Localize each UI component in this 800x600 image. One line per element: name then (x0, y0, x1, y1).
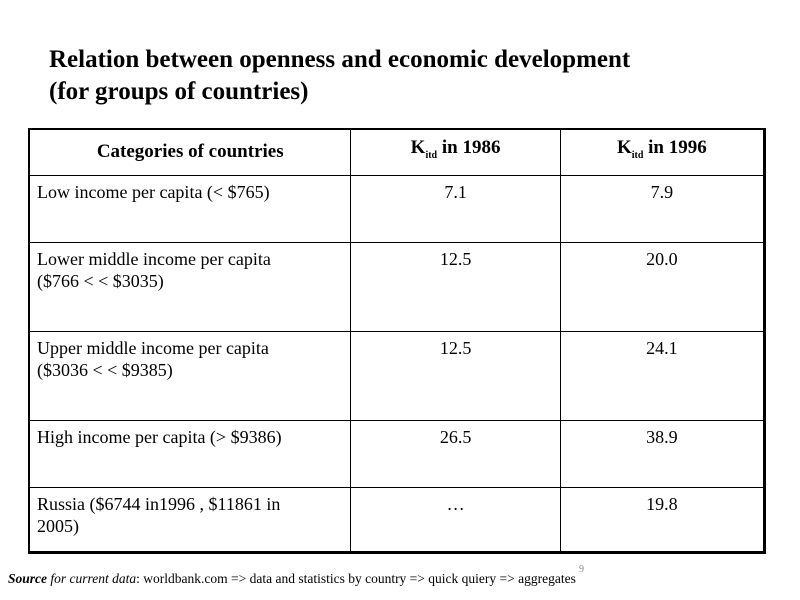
value-v1986: 12.5 (350, 330, 561, 421)
source-note: Source for current data: worldbank.com =… (8, 571, 576, 586)
category-cell: Low income per capita (< $765) (28, 174, 352, 243)
value-v1996: 19.8 (559, 486, 766, 553)
table-row: Low income per capita (< $765) 7.1 7.9 (28, 174, 766, 243)
category-line: Upper middle income per capita (37, 337, 269, 358)
category-line: Lower middle income per capita (37, 248, 271, 269)
value-v1986: 7.1 (350, 174, 561, 243)
value-v1986: 12.5 (350, 241, 561, 332)
table-row: Russia ($6744 in1996 , $11861 in 2005)… 19… (28, 486, 766, 553)
category-cell: Lower middle income per capita ($766 < < … (28, 241, 352, 332)
value-v1996: 20.0 (559, 241, 766, 332)
table-row: Lower middle income per capita ($766 < < … (28, 241, 766, 332)
page-number: 9 (579, 564, 584, 575)
table-row: High income per capita (> $9386) 26.5 38.9 (28, 419, 766, 488)
data-table: Categories of countries Kitd in 1986 Kit… (28, 128, 766, 554)
header-1986: Kitd in 1986 (350, 128, 561, 176)
value-v1986: … (350, 486, 561, 553)
title-line-2: (for groups of countries) (49, 78, 309, 105)
header-1996: Kitd in 1996 (559, 128, 766, 176)
category-line: High income per capita (> $9386) (37, 426, 282, 447)
title-line-1: Relation between openness and economic d… (49, 46, 631, 73)
header-row: Categories of countries Kitd in 1986 Kit… (28, 128, 766, 176)
category-line: 2005) (37, 515, 79, 536)
category-cell: Russia ($6744 in1996 , $11861 in 2005) (28, 486, 352, 553)
header-categories: Categories of countries (28, 128, 352, 176)
category-cell: High income per capita (> $9386) (28, 419, 352, 488)
value-v1996: 38.9 (559, 419, 766, 488)
category-line: Russia ($6744 in1996 , $11861 in (37, 493, 281, 514)
value-v1996: 24.1 (559, 330, 766, 421)
table-row: Upper middle income per capita ($3036 < <… (28, 330, 766, 421)
value-v1996: 7.9 (559, 174, 766, 243)
category-cell: Upper middle income per capita ($3036 < <… (28, 330, 352, 421)
value-v1986: 26.5 (350, 419, 561, 488)
category-line: Low income per capita (< $765) (37, 181, 270, 202)
slide-title: Relation between openness and economic d… (49, 44, 630, 108)
category-line: ($766 < < $3035) (37, 270, 164, 291)
category-line: ($3036 < < $9385) (37, 359, 173, 380)
